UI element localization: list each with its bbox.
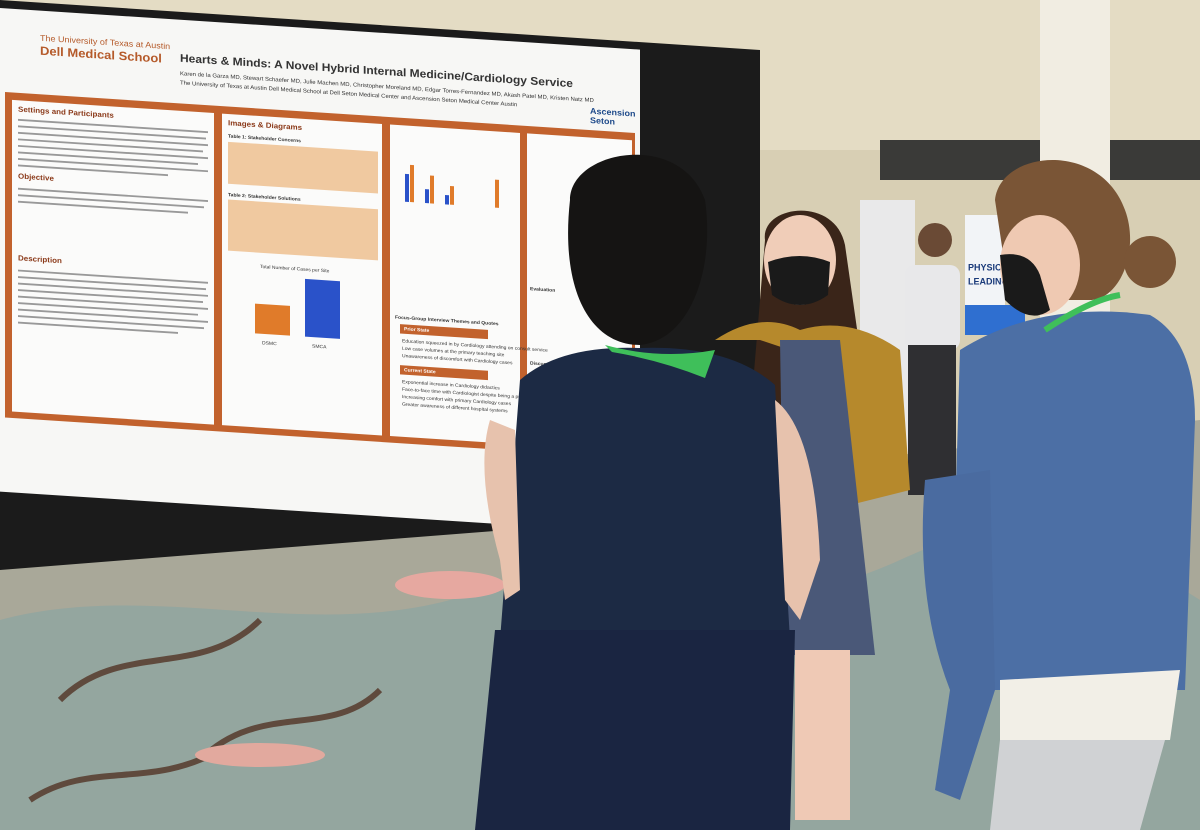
heading: Description — [18, 254, 62, 266]
column — [222, 113, 382, 436]
bar — [255, 303, 290, 336]
label: Current State — [404, 367, 436, 375]
lanyard — [1043, 292, 1121, 333]
text-lines — [18, 118, 208, 334]
skirt — [990, 740, 1165, 830]
lanyard — [605, 345, 715, 378]
mask — [1000, 254, 1050, 316]
skirt — [475, 630, 795, 830]
label-box — [400, 324, 488, 340]
column — [390, 124, 520, 445]
table-caption: Table 1: Stakeholder Concerns — [228, 134, 301, 145]
label: Prior State — [404, 326, 430, 333]
person-shirt — [905, 265, 960, 350]
sleeve — [922, 470, 995, 800]
column — [12, 99, 214, 425]
carpet-flower — [195, 743, 325, 767]
carpet-vines — [28, 617, 383, 803]
person-trousers — [908, 345, 956, 495]
heading: Objective — [18, 172, 55, 183]
mini-chart — [405, 164, 499, 208]
cardigan — [950, 311, 1195, 690]
legs — [795, 650, 850, 820]
carpet-flower — [395, 571, 505, 599]
table-caption: Table 2: Stakeholder Solutions — [228, 192, 301, 203]
top — [500, 347, 790, 640]
arm — [775, 400, 820, 620]
heading: Evaluation — [530, 286, 555, 293]
hair-bun — [1124, 236, 1176, 288]
chart-caption: Total Number of Cases per Site — [260, 264, 330, 274]
partner: Ascension — [590, 106, 635, 119]
partner: Seton — [590, 115, 615, 126]
table — [228, 199, 378, 261]
arm — [484, 420, 520, 600]
banner-text: LEADING — [968, 276, 1009, 286]
banner-text: PHYSICIAN — [968, 262, 1017, 272]
mask — [768, 256, 830, 305]
person-head — [918, 223, 952, 257]
banner — [965, 215, 1005, 315]
label-box — [400, 365, 488, 381]
shirt — [1000, 670, 1180, 740]
table — [228, 141, 378, 194]
poster: The University of Texas at Austin Dell M… — [0, 8, 640, 534]
bar — [305, 278, 340, 339]
hair — [568, 154, 708, 345]
site-label: DSMC — [262, 340, 277, 347]
site-label: SMCA — [312, 344, 327, 351]
